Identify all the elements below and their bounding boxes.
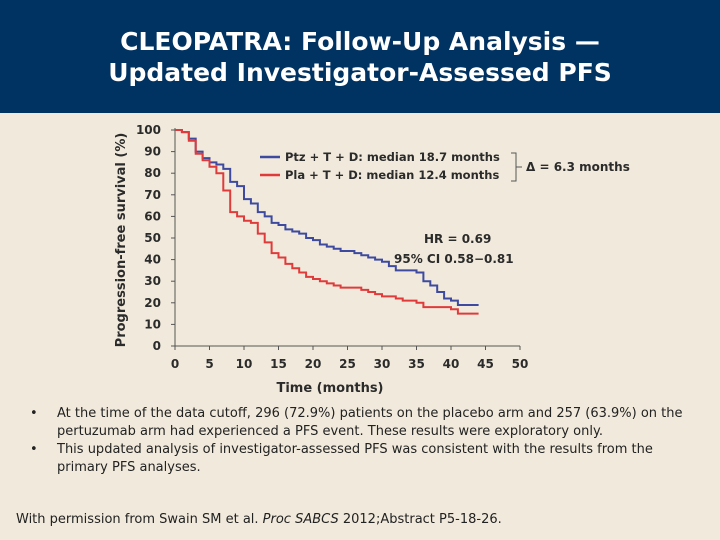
x-tick-label: 30 — [374, 357, 391, 371]
source-citation: With permission from Swain SM et al. Pro… — [16, 512, 502, 527]
x-axis-title: Time (months) — [276, 381, 383, 396]
km-curve-pla — [175, 129, 479, 315]
pfs-chart: 0 10 20 30 40 50 60 70 80 90 100 0 5 10 15 20 25 30 35 40 45… — [114, 123, 630, 396]
source-suffix: 2012;Abstract P5-18-26. — [338, 512, 502, 527]
y-tick-label: 60 — [144, 209, 161, 223]
legend-label-ptz: Ptz + T + D: median 18.7 months — [285, 150, 500, 164]
y-tick-label: 40 — [144, 253, 161, 267]
bullet-item-1: At the time of the data cutoff, 296 (72.… — [30, 405, 690, 441]
x-tick-label: 5 — [205, 357, 213, 371]
x-tick-label: 0 — [171, 357, 179, 371]
y-tick-label: 70 — [144, 188, 161, 202]
km-curve-ptz — [175, 129, 479, 306]
y-tick-label: 10 — [144, 317, 161, 331]
y-tick-label: 0 — [153, 339, 161, 353]
slide-header: CLEOPATRA: Follow-Up Analysis — Updated … — [0, 0, 720, 113]
x-tick-label: 35 — [408, 357, 425, 371]
x-tick-label: 45 — [477, 357, 494, 371]
y-tick-label: 50 — [144, 231, 161, 245]
source-prefix: With permission from Swain SM et al. — [16, 512, 263, 527]
x-tick-label: 25 — [339, 357, 356, 371]
y-axis-title: Progression-free survival (%) — [114, 133, 129, 348]
x-tick-label: 10 — [236, 357, 253, 371]
y-tick-label: 90 — [144, 145, 161, 159]
chart-axes: 0 10 20 30 40 50 60 70 80 90 100 0 5 10 15 20 25 30 35 40 45… — [136, 123, 528, 371]
chart-legend: Ptz + T + D: median 18.7 months Pla + T … — [260, 150, 630, 182]
legend-label-pla: Pla + T + D: median 12.4 months — [285, 168, 499, 182]
y-tick-label: 100 — [136, 123, 161, 137]
title-line-2: Updated Investigator-Assessed PFS — [108, 57, 612, 87]
bullet-list: At the time of the data cutoff, 296 (72.… — [30, 405, 690, 477]
ci-annotation: 95% CI 0.58−0.81 — [394, 252, 514, 266]
bullet-item-2: This updated analysis of investigator-as… — [30, 441, 690, 477]
y-tick-label: 20 — [144, 296, 161, 310]
y-tick-label: 30 — [144, 274, 161, 288]
delta-annotation: Δ = 6.3 months — [526, 160, 630, 174]
x-tick-label: 20 — [305, 357, 322, 371]
x-tick-label: 15 — [270, 357, 287, 371]
source-journal: Proc SABCS — [262, 512, 339, 527]
delta-bracket — [511, 152, 522, 182]
chart-series — [175, 129, 479, 315]
x-tick-label: 50 — [512, 357, 529, 371]
x-tick-label: 40 — [443, 357, 460, 371]
y-tick-label: 80 — [144, 166, 161, 180]
hr-annotation: HR = 0.69 — [424, 232, 491, 246]
title-line-1: CLEOPATRA: Follow-Up Analysis — — [120, 26, 600, 56]
